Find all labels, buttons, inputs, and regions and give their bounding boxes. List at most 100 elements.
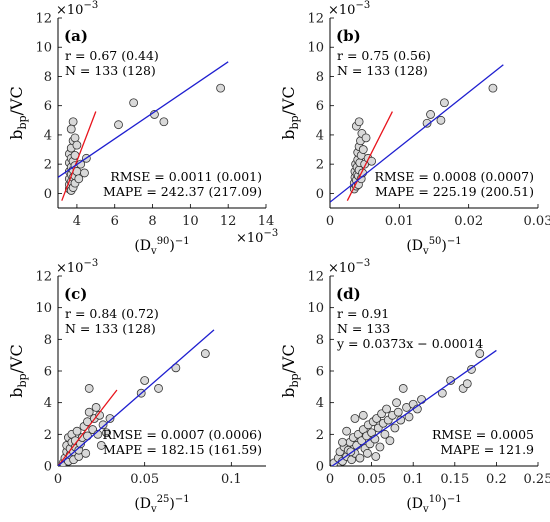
xlabel-exponent: −1 bbox=[447, 236, 462, 247]
data-point bbox=[475, 349, 485, 358]
y-tick-label: 8 bbox=[316, 70, 324, 85]
stat-annotation: r = 0.67 (0.44) bbox=[65, 48, 159, 63]
data-point bbox=[426, 110, 435, 119]
x-tick-label: 0.05 bbox=[130, 472, 159, 487]
xlabel-superscript: 50 bbox=[429, 236, 442, 247]
stat-annotation: MAPE = 225.19 (200.51) bbox=[375, 184, 534, 199]
data-point bbox=[392, 398, 401, 408]
ylabel-main: b bbox=[279, 130, 298, 140]
y-tick-label: 0 bbox=[44, 460, 52, 475]
x-tick-label: 0.25 bbox=[524, 472, 550, 487]
fit-line-blue bbox=[58, 329, 215, 466]
scale-base: ×10 bbox=[56, 261, 83, 276]
data-point bbox=[380, 429, 390, 439]
xlabel-open: (D bbox=[134, 496, 151, 512]
xlabel-close: ) bbox=[169, 238, 174, 254]
scale-exponent: −3 bbox=[83, 0, 98, 11]
x-axis-label: (Dv50)−1 bbox=[406, 236, 461, 257]
data-point bbox=[436, 115, 446, 125]
data-point bbox=[488, 83, 498, 93]
scale-base: ×10 bbox=[328, 261, 355, 276]
stat-annotation: N = 133 (128) bbox=[337, 63, 428, 78]
data-point bbox=[398, 384, 408, 393]
y-scale-label: ×10−3 bbox=[56, 258, 98, 276]
xlabel-open: (D bbox=[406, 496, 423, 512]
scale-exponent: −3 bbox=[83, 258, 98, 269]
x-tick-label: 10 bbox=[182, 214, 199, 229]
y-tick-label: 2 bbox=[44, 428, 52, 443]
xlabel-superscript: 10 bbox=[429, 494, 442, 505]
x-scale-label: ×10−3 bbox=[236, 228, 278, 246]
y-scale-label: ×10−3 bbox=[328, 0, 370, 18]
data-point bbox=[467, 365, 476, 374]
y-tick-label: 12 bbox=[35, 12, 52, 27]
y-tick-label: 6 bbox=[44, 99, 52, 114]
xlabel-exponent: −1 bbox=[447, 494, 462, 505]
data-point bbox=[393, 407, 403, 417]
panel-label: (c) bbox=[64, 285, 87, 303]
fit-line-red bbox=[61, 111, 97, 201]
x-tick-label: 0.05 bbox=[357, 472, 386, 487]
x-tick-label: 14 bbox=[258, 214, 275, 229]
data-point bbox=[375, 442, 385, 452]
data-point bbox=[66, 124, 76, 134]
y-tick-label: 6 bbox=[316, 99, 324, 114]
data-point bbox=[129, 98, 139, 108]
data-point bbox=[72, 426, 82, 436]
x-tick-label: 0.1 bbox=[403, 472, 424, 487]
data-point bbox=[361, 133, 371, 143]
data-point bbox=[105, 414, 115, 423]
data-point bbox=[81, 448, 91, 458]
stat-annotation: r = 0.75 (0.56) bbox=[337, 48, 431, 63]
stat-annotation: RMSE = 0.0005 bbox=[432, 427, 534, 442]
chart-panel-3: 0 2 4 6 8 10 12 0 0.05 0.1 ×10−3 bbp/VC (Dv25)−1 (c) r… bbox=[7, 258, 266, 515]
data-point bbox=[350, 414, 360, 423]
xlabel-close: ) bbox=[441, 238, 446, 254]
data-point bbox=[417, 395, 426, 404]
xlabel-superscript: 90 bbox=[157, 236, 170, 247]
xlabel-open: (D bbox=[134, 238, 151, 254]
ylabel-tail: /VC bbox=[7, 344, 26, 373]
data-point bbox=[80, 168, 89, 178]
ylabel-main: b bbox=[279, 388, 298, 398]
y-tick-label: 4 bbox=[44, 396, 52, 411]
data-point bbox=[462, 379, 472, 389]
fit-line-blue bbox=[330, 64, 504, 203]
y-tick-label: 0 bbox=[316, 460, 324, 475]
xlabel-exponent: −1 bbox=[175, 494, 190, 505]
y-tick-label: 4 bbox=[316, 128, 324, 143]
fit-line-red bbox=[58, 389, 118, 466]
ylabel-subscript: bp bbox=[16, 373, 29, 387]
scale-base: ×10 bbox=[56, 3, 83, 18]
scale-exponent: −3 bbox=[355, 258, 370, 269]
fit-line-blue bbox=[331, 349, 497, 466]
fit-line-red bbox=[346, 111, 393, 201]
data-point bbox=[74, 174, 84, 184]
data-point bbox=[422, 118, 432, 128]
data-point bbox=[84, 384, 94, 393]
ylabel-tail: /VC bbox=[279, 86, 298, 115]
x-tick-label: 0.2 bbox=[486, 472, 507, 487]
y-tick-label: 10 bbox=[35, 301, 52, 316]
scale-exponent: −3 bbox=[355, 0, 370, 11]
ylabel-main: b bbox=[7, 388, 26, 398]
data-point bbox=[390, 423, 400, 433]
data-point bbox=[114, 120, 123, 130]
data-point bbox=[371, 452, 381, 461]
x-tick-label: 6 bbox=[111, 214, 119, 229]
data-point bbox=[91, 403, 101, 412]
y-tick-label: 8 bbox=[44, 70, 52, 85]
stat-annotation: N = 133 bbox=[337, 321, 390, 336]
data-point bbox=[96, 441, 106, 450]
y-tick-label: 12 bbox=[307, 12, 324, 27]
ylabel-main: b bbox=[7, 130, 26, 140]
xlabel-subscript: v bbox=[422, 246, 429, 257]
data-point bbox=[354, 117, 364, 127]
scale-base: ×10 bbox=[328, 3, 355, 18]
xlabel-close: ) bbox=[441, 496, 446, 512]
y-axis-label: bbp/VC bbox=[279, 344, 301, 398]
data-point bbox=[140, 376, 150, 385]
data-point bbox=[355, 453, 365, 463]
